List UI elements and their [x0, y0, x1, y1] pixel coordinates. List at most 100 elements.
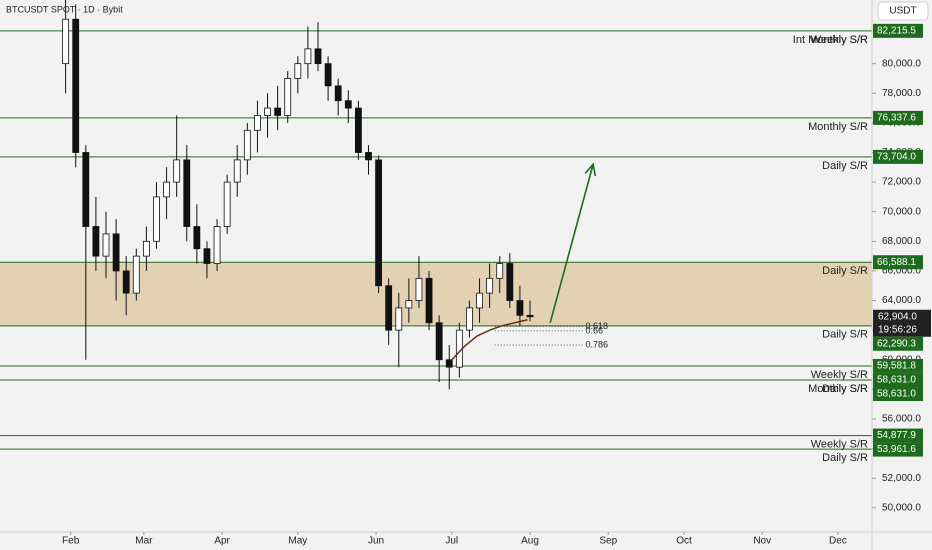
candle-body [183, 159, 191, 227]
level-name: Monthly S/R [808, 383, 868, 395]
candle-body [516, 300, 524, 316]
candle-body [62, 18, 70, 65]
currency-button[interactable] [877, 1, 929, 21]
candle-body [223, 181, 231, 227]
candle-body [486, 277, 494, 294]
y-tick-label: 66,000.0 [882, 266, 921, 277]
y-tick-label: 50,000.0 [882, 502, 921, 513]
level-tag [873, 442, 923, 457]
level-name: Daily S/R [822, 452, 868, 464]
candle-body [284, 78, 292, 116]
level-tag-label: 58,631.0 [877, 389, 916, 400]
candle-body [254, 115, 261, 131]
x-tick-label: Feb [62, 536, 80, 547]
level-name: Daily S/R [822, 160, 868, 172]
arrow-head [584, 162, 597, 177]
candle-body [344, 100, 352, 109]
candle-body [153, 196, 160, 242]
candle-body [395, 307, 403, 331]
candle-body [122, 270, 130, 294]
x-tick-label: May [288, 536, 307, 547]
candle-body [415, 277, 423, 301]
x-tick-label: Oct [676, 536, 692, 547]
candle-body [365, 152, 372, 161]
candle-body [132, 255, 140, 294]
level-tag-label: 54,877.9 [877, 430, 916, 441]
level-tag-label: 82,215.5 [877, 26, 916, 37]
candle-body [233, 159, 241, 183]
level-tag-label: 73,704.0 [877, 152, 916, 163]
x-tick-label: Sep [599, 536, 617, 547]
countdown: 19:56:26 [878, 324, 917, 335]
candle-body [324, 63, 332, 87]
candle-body [82, 152, 90, 227]
level-tag-label: 53,961.6 [877, 444, 916, 455]
last-price-label: 62,904.0 [878, 311, 917, 322]
level-tag-label: 66,588.1 [877, 257, 916, 268]
candle-body [264, 107, 271, 116]
level-name: Int Monthly S/R [793, 34, 868, 46]
candle-body [354, 107, 362, 153]
candle-body [445, 359, 453, 368]
fib-label: 0.66 [586, 325, 604, 335]
y-tick-label: 78,000.0 [882, 88, 921, 99]
candle-body [173, 159, 181, 183]
candle-body [385, 285, 393, 331]
level-tag-label: 58,631.0 [877, 375, 916, 386]
level-tag [873, 358, 923, 373]
level-name: Daily S/R [822, 265, 868, 277]
x-tick-label: Jul [445, 536, 458, 547]
candle-body [92, 226, 100, 257]
fib-label: 0.786 [586, 339, 609, 349]
level-tag-label: 59,581.8 [877, 361, 916, 372]
x-tick-label: Apr [214, 536, 230, 547]
candle-body [496, 263, 504, 279]
level-name: Weekly S/R [811, 438, 868, 450]
arrow-shaft [549, 164, 594, 323]
level-tag [873, 373, 923, 388]
moving-average [451, 319, 528, 361]
level-tag [873, 387, 923, 402]
candle-body [112, 233, 120, 272]
candle-body [294, 63, 302, 79]
candle-body [425, 277, 433, 324]
candle-body [375, 159, 382, 287]
level-tag [873, 428, 923, 443]
candle-body [506, 263, 514, 301]
level-tag [873, 110, 923, 125]
x-tick-label: Mar [135, 536, 153, 547]
level-name: Daily S/R [822, 329, 868, 341]
candle-body [314, 48, 322, 65]
candle-body [142, 240, 150, 257]
candle-body [526, 314, 534, 318]
currency[interactable]: USDT [889, 6, 916, 17]
x-tick-label: Aug [521, 536, 539, 547]
zone [0, 262, 872, 326]
level-tag [873, 23, 923, 38]
candle-body [193, 226, 201, 250]
level-name: Weekly S/R [811, 369, 868, 381]
fib-label: 0.618 [586, 321, 609, 331]
level-tag-label: 62,290.3 [877, 338, 916, 349]
candle-body [435, 322, 443, 361]
y-tick-label: 70,000.0 [882, 206, 921, 217]
level-tag-label: 76,337.6 [877, 113, 916, 124]
level-name: Monthly S/R [808, 121, 868, 133]
level-name: Weekly S/R [811, 34, 868, 46]
y-tick-label: 68,000.0 [882, 236, 921, 247]
candle-body [213, 226, 221, 264]
candle-body [274, 107, 282, 116]
x-tick-label: Dec [829, 536, 847, 547]
y-tick-label: 72,000.0 [882, 177, 921, 188]
y-tick-label: 64,000.0 [882, 295, 921, 306]
level-tag [873, 336, 923, 351]
x-tick-label: Nov [753, 536, 771, 547]
candle-body [476, 292, 483, 309]
candle-body [405, 300, 413, 309]
x-tick-label: Jun [368, 536, 384, 547]
y-tick-label: 52,000.0 [882, 473, 921, 484]
candle-body [304, 48, 312, 65]
candle-body [466, 307, 473, 331]
candle-body [102, 233, 110, 257]
